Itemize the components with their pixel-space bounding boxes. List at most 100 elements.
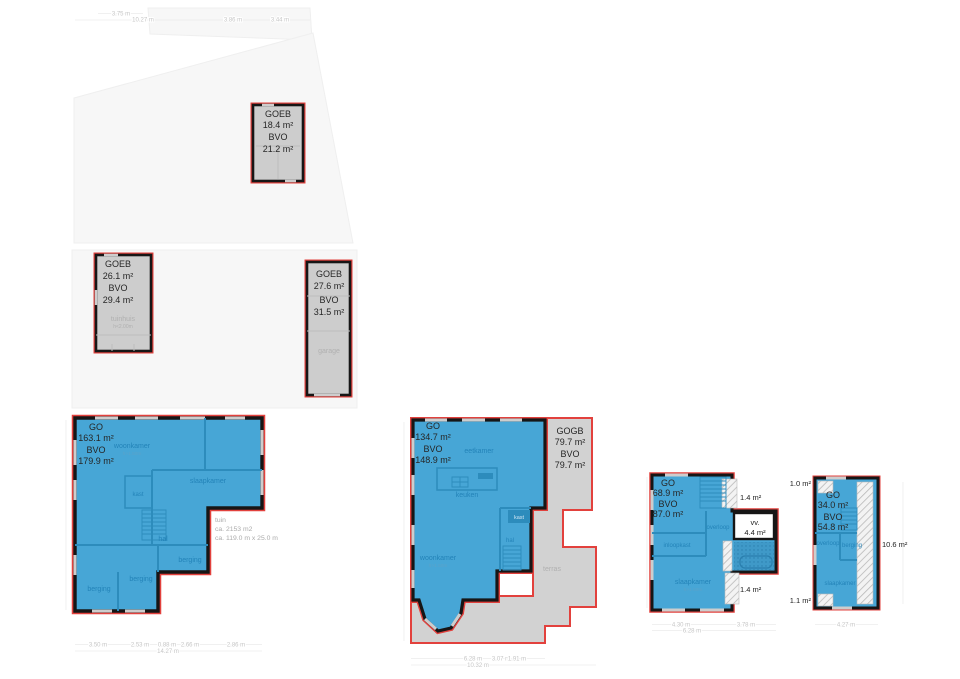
exterior-area-label: 10.6 m² (882, 540, 908, 549)
room-label-overloop: overloop (706, 525, 730, 531)
gogb-bvo-value: 79.7 m² (555, 460, 586, 470)
room-label-berging: berging (87, 586, 110, 593)
room-label-inloopkast: inloopkast (663, 543, 690, 549)
dimension-line (75, 13, 310, 21)
room-label-berging: berging (129, 576, 152, 583)
dimension-label: 0.88 m (158, 643, 176, 649)
room-label-slaapkamer: slaapkamer (675, 579, 712, 586)
go-label: GO (426, 421, 440, 431)
dimension-label: 3.75 m (112, 12, 130, 18)
room-note: h>1.50m (123, 451, 142, 457)
low-headroom-hatch (856, 481, 874, 605)
dimension-label: 1.91 m (508, 657, 526, 663)
interior-walls (499, 507, 531, 571)
tuin-label: tuin (215, 517, 226, 524)
dimension-line (652, 624, 776, 631)
stairs-icon (840, 507, 858, 531)
interior-walls (652, 511, 707, 557)
area-type-label: GOEB (316, 269, 342, 279)
exterior-area-label: 1.1 m² (790, 596, 812, 605)
dimension-label: 3.86 m (224, 18, 242, 24)
dimension-label: 3.07 m (492, 657, 510, 663)
low-headroom-hatch (721, 478, 738, 509)
bathtub-icon (739, 555, 773, 569)
bvo-label: BVO (86, 445, 105, 455)
area-type-label: GOEB (265, 109, 291, 119)
void-vv (732, 511, 776, 541)
building-tuinhuis: GOEB 26.1 m² BVO 29.4 m² tuinhuis h<2.00… (93, 252, 154, 354)
dimension-label: 4.27 m (837, 623, 855, 629)
room-note: h<2.00m (113, 324, 133, 330)
dimension-label: 10.27 m (132, 18, 154, 24)
low-headroom-hatch (724, 572, 740, 605)
window-marks (94, 253, 118, 305)
room-label-hal: hal (158, 536, 168, 543)
closet-block (508, 510, 530, 523)
room-label-kast: kast (514, 515, 525, 521)
interior-line (96, 334, 151, 351)
site-polygon-upper (73, 32, 354, 244)
window-marks (813, 476, 852, 610)
room-label-hal: hal (506, 538, 514, 544)
outbuilding-walls (305, 260, 352, 397)
low-headroom-hatch (817, 480, 834, 494)
closet-outline (124, 475, 153, 509)
void-label: vv. (750, 518, 759, 527)
low-headroom-hatch (817, 593, 834, 607)
window-marks (73, 416, 264, 613)
bvo-value: 21.2 m² (263, 144, 294, 154)
room-label-keuken: keuken (456, 492, 479, 499)
go-value: 134.7 m² (415, 432, 451, 442)
bvo-label: BVO (823, 512, 842, 522)
go-value: 34.0 m² (818, 500, 849, 510)
dimension-label: 2.53 m (131, 643, 149, 649)
site-polygon-top (147, 7, 313, 41)
interior-walls (815, 532, 857, 561)
go-label: GO (89, 422, 103, 432)
stairs-icon (699, 476, 727, 509)
dimension-label: 10.32 m (467, 663, 489, 669)
building-garage: GOEB 27.6 m² BVO 31.5 m² garage (304, 259, 353, 398)
room-label-kast: kast (132, 492, 143, 498)
area-value: 27.6 m² (314, 281, 345, 291)
void-area-label: 4.4 m² (744, 528, 766, 537)
plan-second-floor: GO 34.0 m² BVO 54.8 m² overloop berging … (790, 475, 908, 630)
room-label-woonkamer: woonkamer (113, 443, 151, 450)
interior-line (256, 145, 300, 179)
room-label-eetkamer: eetkamer (464, 448, 494, 455)
plan-ground-floor-left: GO 163.1 m² BVO 179.9 m² woonkamer h>1.5… (65, 414, 278, 656)
dimensions-top: 3.75 m 10.27 m 3.86 m 3.44 m (75, 11, 310, 25)
area-value: 26.1 m² (103, 271, 134, 281)
tuin-dimensions: ca. 119.0 m x 25.0 m (215, 535, 278, 542)
bvo-label: BVO (319, 295, 338, 305)
bvo-value: 148.9 m² (415, 455, 451, 465)
hob-icon (451, 476, 469, 488)
room-label-woonkamer: woonkamer (419, 555, 457, 562)
exterior-area-label: 1.4 m² (740, 585, 762, 594)
exterior-area-label: 1.4 m² (740, 493, 762, 502)
room-label-tuinhuis: tuinhuis (111, 316, 136, 323)
go-value: 68.9 m² (653, 488, 684, 498)
bvo-value: 87.0 m² (653, 509, 684, 519)
plan-first-floor: GO 68.9 m² BVO 87.0 m² overloop inloopka… (646, 472, 779, 636)
room-label-berging: berging (842, 543, 862, 549)
dimension-label: 6.28 m (683, 629, 701, 635)
kitchen-appliance (478, 473, 493, 479)
window-marks (411, 418, 522, 631)
bvo-value: 54.8 m² (818, 522, 849, 532)
terrace-outline (410, 417, 597, 644)
kitchen-island (436, 467, 498, 491)
dimension-label: 4.30 m (672, 623, 690, 629)
room-label-slaapkamer: slaapkamer (190, 478, 227, 485)
gogb-bvo-label: BVO (560, 449, 579, 459)
interior-line (307, 295, 350, 332)
dimension-line (75, 644, 262, 652)
stairs-icon (502, 545, 522, 571)
tuin-size: ca. 2153 m2 (215, 526, 253, 533)
room-note: h>1.50m (429, 563, 448, 569)
bvo-label: BVO (423, 444, 442, 454)
dimension-label: 2.66 m (181, 643, 199, 649)
gogb-label: GOGB (556, 426, 583, 436)
room-label-berging: berging (178, 557, 201, 564)
